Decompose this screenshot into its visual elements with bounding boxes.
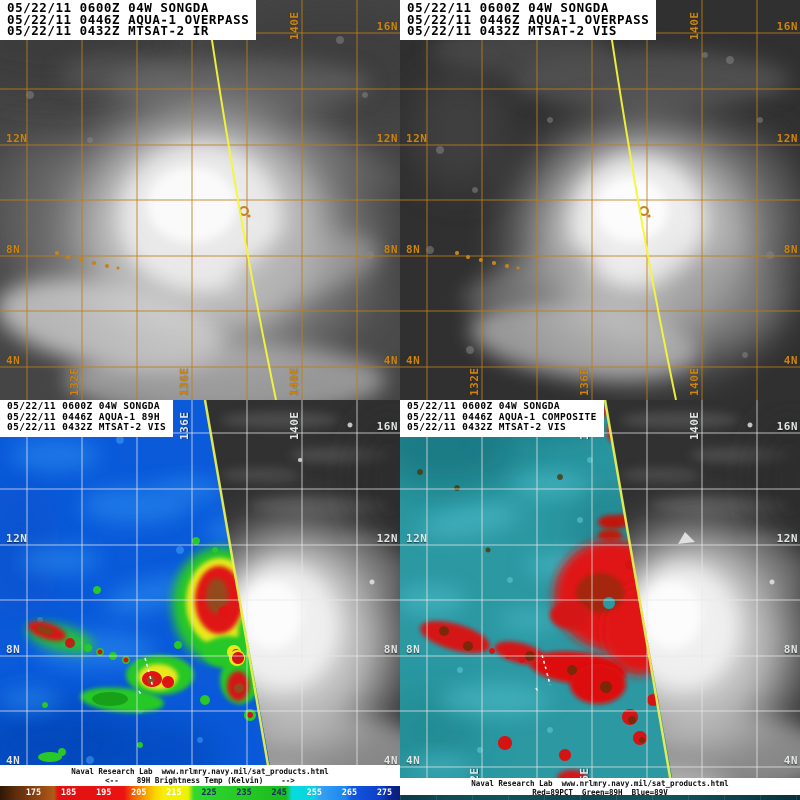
- ir-satellite-image: [0, 0, 400, 400]
- vis-satellite-image: [400, 0, 800, 400]
- rgb-channel-legend: Red=89PCT Green=89H Blue=89V: [532, 788, 668, 797]
- grid-label-12n: 12N: [406, 132, 428, 145]
- grid-label-8n: 8N: [383, 643, 398, 656]
- colorbar-axis-title: <-- 89H Brightness Temp (Kelvin) -->: [105, 776, 295, 785]
- grid-label-16n: 16N: [776, 20, 798, 33]
- header-mtsat2-vis: 05/22/11 0600Z 04W SONGDA 05/22/11 0446Z…: [400, 0, 657, 40]
- quadrant-composite: 05/22/11 0600Z 04W SONGDA 05/22/11 0446Z…: [400, 400, 800, 800]
- grid-label-8n: 8N: [6, 243, 21, 256]
- colorbar-tick-235: 235: [236, 788, 252, 798]
- quadrant-89h: 05/22/11 0600Z 04W SONGDA 05/22/11 0446Z…: [0, 400, 400, 800]
- grid-label-12n: 12N: [376, 132, 398, 145]
- latlon-gridlines: [0, 400, 400, 800]
- footer-left: Naval Research Lab www.nrlmry.navy.mil/s…: [0, 765, 400, 786]
- overpass-track-line: [605, 0, 677, 400]
- grid-label-12n: 12N: [376, 532, 398, 545]
- grid-label-16n: 16N: [776, 420, 798, 433]
- header-mtsat2-ir: 05/22/11 0600Z 04W SONGDA 05/22/11 0446Z…: [0, 0, 257, 40]
- header-line: 05/22/11 0432Z MTSAT-2 IR: [7, 23, 209, 39]
- grid-label-16n: 16N: [376, 420, 398, 433]
- colorbar-clipped: [400, 795, 800, 800]
- grid-label-4n: 4N: [6, 354, 21, 367]
- nrl-credit-text: Naval Research Lab www.nrlmry.navy.mil/s…: [471, 779, 729, 788]
- grid-label-16n: 16N: [376, 20, 398, 33]
- colorbar-tick-265: 265: [341, 788, 358, 798]
- grid-label-140e: 140E: [688, 367, 701, 397]
- colorbar: 175 185 195 205 215 225 235 245 255 265 275: [0, 786, 400, 800]
- footer-right: Naval Research Lab www.nrlmry.navy.mil/s…: [400, 778, 800, 797]
- swath-edge-line: [603, 400, 676, 800]
- grid-label-136e: 136E: [178, 367, 191, 397]
- colorbar-tick-225: 225: [201, 788, 217, 798]
- grid-label-4n: 4N: [6, 754, 21, 767]
- grid-label-4n: 4N: [383, 354, 398, 367]
- grid-label-4n: 4N: [783, 754, 798, 767]
- grid-label-132e: 132E: [468, 367, 481, 397]
- header-line: 05/22/11 0446Z AQUA-1 OVERPASS: [7, 11, 250, 27]
- grid-label-8n: 8N: [406, 643, 421, 656]
- swath-edge-line: [203, 400, 276, 800]
- grid-label-12n: 12N: [406, 532, 428, 545]
- header-line: 05/22/11 0432Z MTSAT-2 VIS: [407, 23, 617, 39]
- colorbar-tick-215: 215: [166, 788, 182, 798]
- grid-label-140e: 140E: [288, 11, 301, 41]
- grid-label-136e: 136E: [178, 411, 191, 441]
- header-line: 05/22/11 0446Z AQUA-1 COMPOSITE: [407, 411, 597, 423]
- grid-label-136e: 136E: [578, 367, 591, 397]
- coastline-dashed: [138, 657, 154, 697]
- quadrant-ir: 05/22/11 0600Z 04W SONGDA 05/22/11 0446Z…: [0, 0, 400, 400]
- grid-label-8n: 8N: [783, 643, 798, 656]
- colorbar-tick-195: 195: [96, 788, 112, 798]
- header-line: 05/22/11 0600Z 04W SONGDA: [7, 0, 209, 15]
- header-line: 05/22/11 0600Z 04W SONGDA: [407, 401, 560, 412]
- nrl-credit-text: Naval Research Lab www.nrlmry.navy.mil/s…: [71, 767, 329, 776]
- header-aqua1-composite: 05/22/11 0600Z 04W SONGDA 05/22/11 0446Z…: [400, 400, 604, 437]
- header-aqua1-89h: 05/22/11 0600Z 04W SONGDA 05/22/11 0446Z…: [0, 400, 174, 437]
- colorbar-tick-185: 185: [60, 788, 77, 798]
- grid-label-140e: 140E: [688, 411, 701, 441]
- colorbar-tick-275: 275: [376, 788, 393, 798]
- grid-label-4n: 4N: [406, 754, 421, 767]
- colorbar-tick-255: 255: [306, 788, 322, 798]
- composite-overlay-image: [400, 400, 800, 800]
- grid-label-4n: 4N: [383, 754, 398, 767]
- grid-label-140e: 140E: [288, 367, 301, 397]
- grid-label-132e: 132E: [68, 367, 81, 397]
- quadrant-vis: 05/22/11 0600Z 04W SONGDA 05/22/11 0446Z…: [400, 0, 800, 400]
- grid-label-4n: 4N: [783, 354, 798, 367]
- colorbar-tick-205: 205: [131, 788, 147, 798]
- header-line: 05/22/11 0600Z 04W SONGDA: [407, 0, 609, 15]
- header-line: 05/22/11 0446Z AQUA-1 OVERPASS: [407, 11, 650, 27]
- colorbar-tick-245: 245: [271, 788, 287, 798]
- colorbar-tick-175: 175: [25, 788, 42, 798]
- grid-label-12n: 12N: [776, 532, 798, 545]
- grid-label-12n: 12N: [6, 532, 28, 545]
- header-line: 05/22/11 0432Z MTSAT-2 VIS: [407, 422, 567, 434]
- grid-label-140e: 140E: [288, 411, 301, 441]
- header-line: 05/22/11 0600Z 04W SONGDA: [7, 401, 160, 412]
- grid-label-8n: 8N: [6, 643, 21, 656]
- grid-label-8n: 8N: [383, 243, 398, 256]
- grid-label-4n: 4N: [406, 354, 421, 367]
- grid-label-12n: 12N: [6, 132, 28, 145]
- 89h-overlay-image: [0, 400, 400, 800]
- header-line: 05/22/11 0432Z MTSAT-2 VIS: [7, 422, 167, 434]
- grid-label-8n: 8N: [783, 243, 798, 256]
- grid-label-140e: 140E: [688, 11, 701, 41]
- latlon-gridlines: [400, 0, 800, 400]
- grid-label-8n: 8N: [406, 243, 421, 256]
- header-line: 05/22/11 0446Z AQUA-1 89H: [7, 411, 160, 423]
- grid-label-12n: 12N: [776, 132, 798, 145]
- overpass-track-line: [205, 0, 277, 400]
